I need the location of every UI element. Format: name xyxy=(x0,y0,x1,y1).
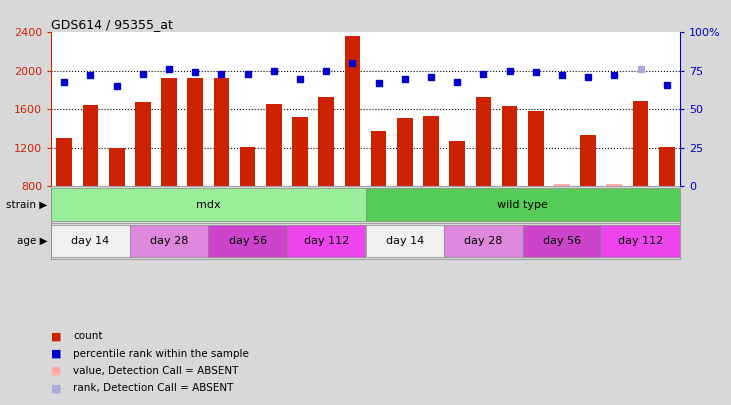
Bar xyxy=(56,138,72,186)
Bar xyxy=(51,224,130,258)
Bar xyxy=(135,102,151,186)
Text: day 112: day 112 xyxy=(618,236,663,246)
Bar xyxy=(601,224,680,258)
Text: day 28: day 28 xyxy=(464,236,502,246)
Bar xyxy=(554,184,570,186)
Text: mdx: mdx xyxy=(196,200,221,209)
Text: strain ▶: strain ▶ xyxy=(7,200,48,209)
Bar xyxy=(83,104,98,186)
Bar xyxy=(366,188,680,221)
Bar xyxy=(450,141,465,186)
Bar xyxy=(659,147,675,186)
Text: rank, Detection Call = ABSENT: rank, Detection Call = ABSENT xyxy=(73,384,233,393)
Bar xyxy=(51,188,366,221)
Text: day 14: day 14 xyxy=(386,236,424,246)
Text: value, Detection Call = ABSENT: value, Detection Call = ABSENT xyxy=(73,366,238,376)
Text: day 28: day 28 xyxy=(150,236,188,246)
Bar xyxy=(240,147,256,186)
Bar xyxy=(287,224,366,258)
Bar xyxy=(109,148,124,186)
Text: wild type: wild type xyxy=(497,200,548,209)
Bar xyxy=(371,132,387,186)
Text: GDS614 / 95355_at: GDS614 / 95355_at xyxy=(51,18,173,31)
Bar xyxy=(528,111,544,186)
Bar xyxy=(161,78,177,186)
Bar xyxy=(266,104,281,186)
Bar xyxy=(213,78,230,186)
Bar xyxy=(607,184,622,186)
Bar xyxy=(187,78,203,186)
Bar xyxy=(523,224,601,258)
Bar xyxy=(130,224,208,258)
Text: day 56: day 56 xyxy=(543,236,581,246)
Text: ■: ■ xyxy=(51,349,61,358)
Text: percentile rank within the sample: percentile rank within the sample xyxy=(73,349,249,358)
Bar xyxy=(366,224,444,258)
Bar xyxy=(292,117,308,186)
Text: day 14: day 14 xyxy=(72,236,110,246)
Bar xyxy=(344,36,360,186)
Text: age ▶: age ▶ xyxy=(17,236,48,246)
Text: count: count xyxy=(73,331,102,341)
Text: ■: ■ xyxy=(51,366,61,376)
Text: day 56: day 56 xyxy=(229,236,267,246)
Text: ■: ■ xyxy=(51,331,61,341)
Text: ■: ■ xyxy=(51,384,61,393)
Bar xyxy=(444,224,523,258)
Text: day 112: day 112 xyxy=(303,236,349,246)
Bar xyxy=(632,101,648,186)
Bar xyxy=(580,135,596,186)
Bar xyxy=(501,106,518,186)
Bar xyxy=(423,116,439,186)
Bar xyxy=(475,97,491,186)
Bar xyxy=(318,97,334,186)
Bar xyxy=(397,118,412,186)
Bar xyxy=(208,224,287,258)
